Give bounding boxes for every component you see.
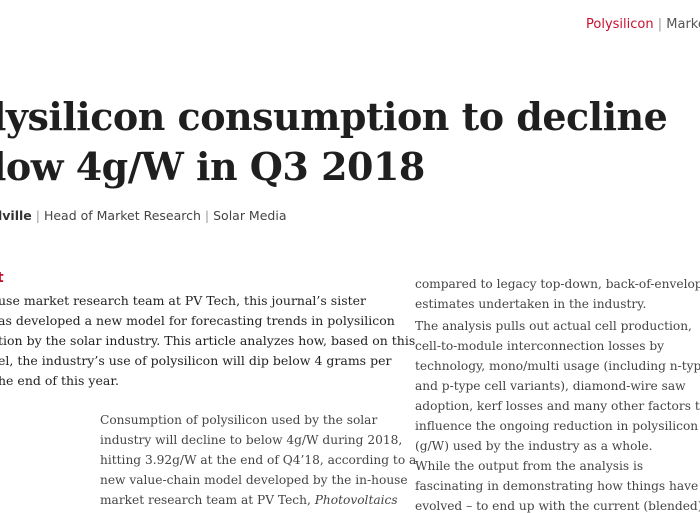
byline-separator: | — [204, 208, 210, 223]
publication-name: Photovoltaics — [314, 493, 398, 507]
abstract-line: use market research team at PV Tech, thi… — [0, 293, 367, 308]
header-separator: | — [657, 17, 663, 32]
body-line: market research team at PV Tech, Photovo… — [100, 493, 398, 507]
body-line: evolved – to end up with the current (bl… — [415, 499, 700, 513]
author-role: Head of Market Research — [43, 208, 201, 223]
body-line: hitting 3.92g/W at the end of Q4’18, acc… — [100, 453, 417, 467]
body-line: compared to legacy top-down, back-of-env… — [415, 277, 700, 291]
category-label: Market — [666, 17, 700, 32]
body-line: new value-chain model developed by the i… — [100, 473, 408, 487]
body-line: industry will decline to below 4g/W duri… — [100, 433, 403, 447]
abstract-line: as developed a new model for forecasting… — [0, 313, 395, 328]
abstract-heading: t — [0, 270, 4, 286]
abstract-line: tion by the solar industry. This article… — [0, 333, 416, 348]
section-header: Polysilicon | Market — [586, 17, 700, 32]
body-line: cell-to-module interconnection losses by — [415, 339, 665, 353]
author-name: lville — [0, 208, 32, 223]
body-line: adoption, kerf losses and many other fac… — [415, 399, 700, 413]
body-line: While the output from the analysis is — [415, 459, 644, 473]
body-line: The analysis pulls out actual cell produ… — [415, 319, 692, 333]
body-line: estimates undertaken in the industry. — [415, 297, 647, 311]
body-line: (g/W) used by the industry as a whole. — [415, 439, 653, 453]
article-title-line-1: lysilicon consumption to decline — [0, 94, 668, 139]
body-line: technology, mono/multi usage (including … — [415, 359, 700, 373]
article-title-line-2: low 4g/W in Q3 2018 — [0, 144, 425, 189]
byline: lville | Head of Market Research | Solar… — [0, 208, 286, 223]
author-org: Solar Media — [213, 208, 287, 223]
byline-separator: | — [35, 208, 40, 223]
section-label: Polysilicon — [586, 17, 654, 32]
body-line: influence the ongoing reduction in polys… — [415, 419, 699, 433]
body-line: Consumption of polysilicon used by the s… — [100, 413, 378, 427]
abstract-line: el, the industry’s use of polysilicon wi… — [0, 353, 392, 368]
body-line: and p-type cell variants), diamond-wire … — [415, 379, 686, 393]
body-line: fascinating in demonstrating how things … — [415, 479, 699, 493]
abstract-line: he end of this year. — [0, 373, 119, 388]
body-line-text: market research team at PV Tech, — [100, 493, 315, 507]
